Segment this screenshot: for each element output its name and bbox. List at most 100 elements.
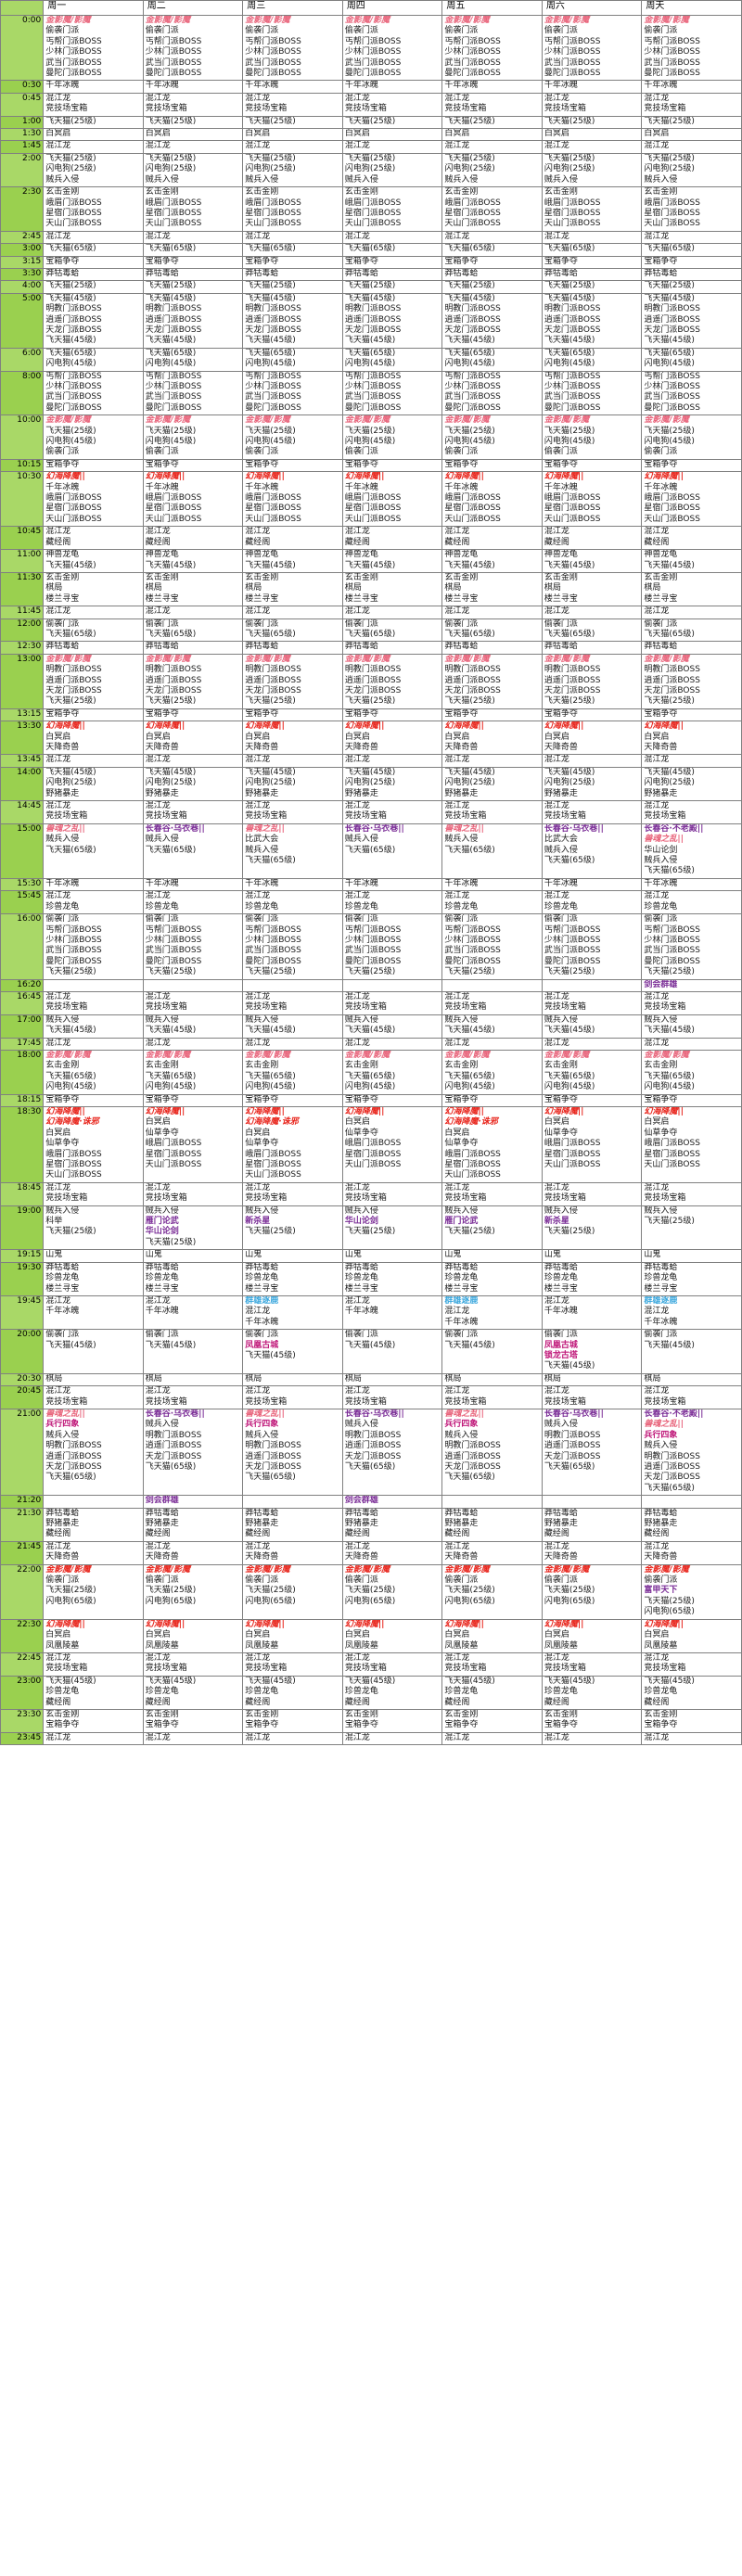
schedule-cell[interactable]: 偷袭门派 飞天猫(65级) [641, 618, 742, 643]
schedule-cell[interactable]: 混江龙 竞技场宝箱 [142, 1385, 244, 1409]
schedule-cell[interactable]: 飞天猫(65级) 闪电狗(45级) [441, 347, 543, 372]
schedule-cell[interactable]: 飞天猫(25级) 闪电狗(25级) 贼兵入侵 [43, 152, 144, 188]
schedule-cell[interactable]: 混江龙 天降奇兽 [242, 1540, 343, 1565]
schedule-cell[interactable]: 偷袭门派 飞天猫(45级) [641, 1329, 742, 1374]
schedule-cell[interactable] [341, 978, 443, 992]
schedule-cell[interactable]: 玄击金刚 宝箱争夺 [441, 1708, 543, 1733]
schedule-cell[interactable]: 金影魔/影魔 飞天猫(25级) 闪电狗(45级) 偷袭门派 [641, 414, 742, 460]
schedule-cell[interactable]: 贼兵入侵 飞天猫(45级) [541, 1014, 643, 1039]
schedule-cell[interactable]: 混江龙 竞技场宝箱 [541, 800, 643, 824]
schedule-cell[interactable]: 丐帮门派BOSS 少林门派BOSS 武当门派BOSS 曼陀门派BOSS [441, 370, 543, 416]
schedule-cell[interactable]: 宝箱争夺 [142, 708, 244, 722]
schedule-cell[interactable]: 混江龙 竞技场宝箱 [441, 92, 543, 117]
schedule-cell[interactable]: 幻海降魔|| 白冥启 凤凰陵墓 [541, 1618, 643, 1653]
schedule-cell[interactable]: 混江龙 [242, 754, 343, 768]
schedule-cell[interactable]: 山鬼 [242, 1249, 343, 1263]
schedule-cell[interactable]: 偷袭门派 飞天猫(45级) [341, 1329, 443, 1374]
schedule-cell[interactable]: 混江龙 竞技场宝箱 [142, 92, 244, 117]
schedule-cell[interactable] [242, 978, 343, 992]
schedule-cell[interactable]: 混江龙 藏经阁 [441, 526, 543, 551]
schedule-cell[interactable]: 偷袭门派 飞天猫(65级) [541, 618, 643, 643]
schedule-cell[interactable]: 兽魂之乱|| 贼兵入侵 飞天猫(65级) [441, 823, 543, 879]
schedule-cell[interactable]: 混江龙 [641, 1037, 742, 1051]
schedule-cell[interactable]: 飞天猫(45级) 明教门派BOSS 逍遥门派BOSS 天龙门派BOSS 飞天猫(45级) [142, 292, 244, 349]
schedule-cell[interactable]: 幻海降魔|| 千年冰魄 峨眉门派BOSS 星宿门派BOSS 天山门派BOSS [541, 471, 643, 528]
schedule-cell[interactable]: 千年冰魄 [142, 80, 244, 94]
schedule-cell[interactable]: 偷袭门派 丐帮门派BOSS 少林门派BOSS 武当门派BOSS 曼陀门派BOSS 飞天猫(… [441, 913, 543, 980]
schedule-cell[interactable]: 混江龙 [441, 606, 543, 619]
schedule-cell[interactable]: 混江龙 竞技场宝箱 [541, 1181, 643, 1206]
schedule-cell[interactable]: 混江龙 [242, 606, 343, 619]
schedule-cell[interactable]: 贼兵入侵 飞天猫(45级) [441, 1014, 543, 1039]
schedule-cell[interactable]: 混江龙 竞技场宝箱 [242, 92, 343, 117]
schedule-cell[interactable]: 混江龙 竞技场宝箱 [541, 1385, 643, 1409]
schedule-cell[interactable]: 飞天猫(65级) 闪电狗(45级) [641, 347, 742, 372]
schedule-cell[interactable]: 金影魔/影魔 明教门派BOSS 逍遥门派BOSS 天龙门派BOSS 飞天猫(25级) [43, 653, 144, 709]
schedule-cell[interactable]: 飞天猫(25级) 闪电狗(25级) 贼兵入侵 [641, 152, 742, 188]
schedule-cell[interactable]: 混江龙 [341, 1037, 443, 1051]
schedule-cell[interactable]: 宝箱争夺 [341, 458, 443, 473]
schedule-cell[interactable]: 混江龙 [641, 606, 742, 619]
schedule-cell[interactable]: 金影魔/影魔 偷袭门派 飞天猫(25级) 闪电狗(65级) [541, 1563, 643, 1620]
schedule-cell[interactable]: 宝箱争夺 [142, 255, 244, 269]
schedule-cell[interactable]: 飞天猫(25级) 闪电狗(25级) 贼兵入侵 [242, 152, 343, 188]
schedule-cell[interactable]: 莽牯毒蛤 [43, 641, 144, 655]
schedule-cell[interactable]: 千年冰魄 [242, 80, 343, 94]
schedule-cell[interactable]: 千年冰魄 [43, 80, 144, 94]
schedule-cell[interactable]: 混江龙 [341, 606, 443, 619]
schedule-cell[interactable]: 幻海降魔|| 白冥启 仙草争夺 峨眉门派BOSS 星宿门派BOSS 天山门派BOSS [541, 1106, 643, 1183]
schedule-cell[interactable]: 丐帮门派BOSS 少林门派BOSS 武当门派BOSS 曼陀门派BOSS [541, 370, 643, 416]
schedule-cell[interactable]: 金影魔/影魔 偷袭门派 丐帮门派BOSS 少林门派BOSS 武当门派BOSS 曼陀门派BO… [441, 14, 543, 82]
schedule-cell[interactable]: 混江龙 [43, 140, 144, 154]
schedule-cell[interactable]: 宝箱争夺 [43, 255, 144, 269]
schedule-cell[interactable]: 山鬼 [541, 1249, 643, 1263]
schedule-cell[interactable]: 飞天猫(25级) [441, 280, 543, 294]
schedule-cell[interactable]: 千年冰魄 [43, 877, 144, 892]
schedule-cell[interactable]: 宝箱争夺 [142, 1093, 244, 1108]
schedule-cell[interactable]: 千年冰魄 [641, 877, 742, 892]
schedule-cell[interactable]: 贼兵入侵 飞天猫(45级) [341, 1014, 443, 1039]
schedule-cell[interactable]: 宝箱争夺 [341, 1093, 443, 1108]
schedule-cell[interactable]: 飞天猫(25级) [341, 115, 443, 130]
schedule-cell[interactable]: 混江龙 藏经阁 [142, 526, 244, 551]
schedule-cell[interactable]: 幻海降魔|| 白冥启 天降奇兽 [541, 721, 643, 756]
schedule-cell[interactable]: 莽牯毒蛤 [242, 267, 343, 282]
schedule-cell[interactable]: 混江龙 竞技场宝箱 [641, 1385, 742, 1409]
schedule-cell[interactable]: 莽牯毒蛤 珍兽龙龟 楼兰寻宝 [142, 1261, 244, 1296]
schedule-cell[interactable]: 幻海降魔|| 幻海降魔·诛邪 白冥启 仙草争夺 峨眉门派BOSS 星宿门派BOSS 天山门派… [43, 1106, 144, 1183]
schedule-cell[interactable]: 金影魔/影魔 玄击金刚 飞天猫(65级) 闪电狗(45级) [541, 1049, 643, 1095]
schedule-cell[interactable]: 贼兵入侵 飞天猫(25级) [641, 1205, 742, 1251]
schedule-cell[interactable]: 混江龙 [541, 140, 643, 154]
schedule-cell[interactable]: 幻海降魔|| 幻海降魔·诛邪 白冥启 仙草争夺 峨眉门派BOSS 星宿门派BOSS 天山门派… [441, 1106, 543, 1183]
schedule-cell[interactable]: 千年冰魄 [242, 877, 343, 892]
schedule-cell[interactable]: 混江龙 竞技场宝箱 [441, 1385, 543, 1409]
schedule-cell[interactable]: 金影魔/影魔 玄击金刚 飞天猫(65级) 闪电狗(45级) [142, 1049, 244, 1095]
schedule-cell[interactable]: 玄击金刚 峨眉门派BOSS 星宿门派BOSS 天山门派BOSS [242, 186, 343, 232]
schedule-cell[interactable]: 金影魔/影魔 玄击金刚 飞天猫(65级) 闪电狗(45级) [341, 1049, 443, 1095]
schedule-cell[interactable]: 偷袭门派 凤凰古城 飞天猫(45级) [242, 1329, 343, 1374]
schedule-cell[interactable]: 宝箱争夺 [641, 708, 742, 722]
schedule-cell[interactable]: 混江龙 [441, 230, 543, 245]
schedule-cell[interactable]: 飞天猫(25级) 闪电狗(25级) 贼兵入侵 [441, 152, 543, 188]
schedule-cell[interactable]: 千年冰魄 [541, 80, 643, 94]
schedule-cell[interactable]: 山鬼 [142, 1249, 244, 1263]
schedule-cell[interactable]: 幻海降魔|| 白冥启 天降奇兽 [641, 721, 742, 756]
schedule-cell[interactable] [541, 1495, 643, 1509]
schedule-cell[interactable]: 金影魔/影魔 玄击金刚 飞天猫(65级) 闪电狗(45级) [43, 1049, 144, 1095]
schedule-cell[interactable]: 金影魔/影魔 飞天猫(25级) 闪电狗(45级) 偷袭门派 [142, 414, 244, 460]
schedule-cell[interactable]: 混江龙 珍兽龙龟 [43, 890, 144, 915]
schedule-cell[interactable]: 飞天猫(45级) 闪电狗(25级) 野猪暴走 [541, 766, 643, 802]
schedule-cell[interactable]: 混江龙 竞技场宝箱 [43, 990, 144, 1015]
schedule-cell[interactable]: 混江龙 [242, 230, 343, 245]
schedule-cell[interactable]: 混江龙 藏经阁 [242, 526, 343, 551]
schedule-cell[interactable]: 剑会群雄 [142, 1495, 244, 1509]
schedule-cell[interactable]: 混江龙 [441, 1037, 543, 1051]
schedule-cell[interactable]: 玄击金刚 峨眉门派BOSS 星宿门派BOSS 天山门派BOSS [341, 186, 443, 232]
schedule-cell[interactable]: 混江龙 竞技场宝箱 [242, 1651, 343, 1677]
schedule-cell[interactable]: 贼兵入侵 华山论剑 飞天猫(25级) [341, 1205, 443, 1251]
schedule-cell[interactable]: 贼兵入侵 飞天猫(45级) [43, 1014, 144, 1039]
schedule-cell[interactable]: 莽牯毒蛤 野猪暴走 藏经阁 [441, 1507, 543, 1542]
schedule-cell[interactable]: 飞天猫(65级) 闪电狗(45级) [43, 347, 144, 372]
schedule-cell[interactable]: 金影魔/影魔 偷袭门派 富甲天下 飞天猫(25级) 闪电狗(65级) [641, 1563, 742, 1620]
schedule-cell[interactable]: 飞天猫(45级) 珍兽龙龟 藏经阁 [441, 1675, 543, 1710]
